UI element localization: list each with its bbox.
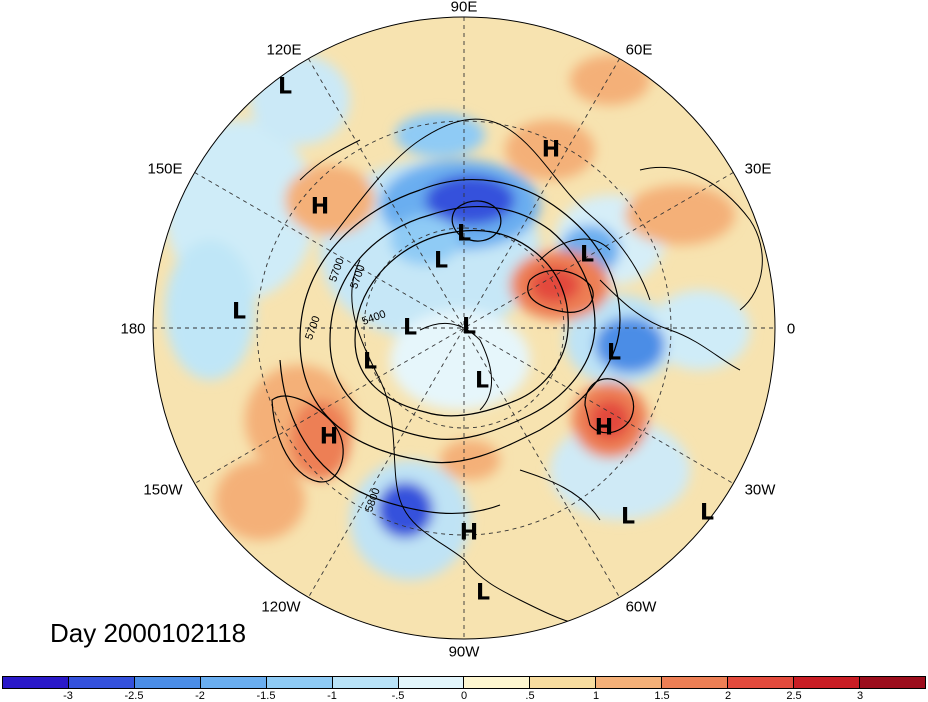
low-pressure-marker: L bbox=[699, 500, 715, 526]
colorbar-tick-label: -.5 bbox=[391, 690, 405, 702]
colorbar-tick-label: 3 bbox=[856, 690, 864, 702]
map-border bbox=[152, 16, 776, 640]
anomaly-field bbox=[165, 55, 750, 580]
colorbar-tick-label: 1.5 bbox=[654, 690, 670, 702]
low-pressure-marker: L bbox=[456, 221, 472, 247]
high-pressure-marker: H bbox=[459, 520, 479, 546]
lon-label-90e: 90E bbox=[450, 0, 478, 16]
low-pressure-marker: L bbox=[579, 242, 595, 268]
high-pressure-marker: H bbox=[310, 194, 330, 220]
lon-label-90w: 90W bbox=[448, 643, 480, 661]
lon-label-180: 180 bbox=[120, 320, 146, 338]
lon-label-150w: 150W bbox=[143, 481, 183, 499]
colorbar-box bbox=[398, 677, 465, 688]
colorbar-tick-label: -1.5 bbox=[256, 690, 276, 702]
colorbar-box bbox=[859, 677, 925, 688]
low-pressure-marker: L bbox=[606, 340, 622, 366]
colorbar-box bbox=[200, 677, 267, 688]
high-pressure-marker: H bbox=[541, 137, 561, 163]
high-pressure-marker: H bbox=[594, 415, 614, 441]
low-pressure-marker: L bbox=[433, 248, 449, 274]
colorbar-tick-label: .5 bbox=[525, 690, 535, 702]
colorbar-box bbox=[464, 677, 531, 688]
colorbar-box bbox=[530, 677, 597, 688]
colorbar-tick-label: 2.5 bbox=[786, 690, 802, 702]
low-pressure-marker: L bbox=[475, 580, 491, 606]
colorbar bbox=[2, 676, 926, 689]
colorbar-box bbox=[68, 677, 135, 688]
colorbar-tick-label: -3 bbox=[63, 690, 73, 702]
high-pressure-marker: H bbox=[319, 424, 339, 450]
colorbar-box bbox=[3, 677, 69, 688]
colorbar-tick-label: -2 bbox=[195, 690, 205, 702]
low-pressure-marker: L bbox=[474, 368, 490, 394]
colorbar-box bbox=[794, 677, 860, 688]
low-pressure-marker: L bbox=[461, 314, 477, 340]
colorbar-tick-label: -2.5 bbox=[124, 690, 144, 702]
height-contours bbox=[271, 179, 635, 515]
lon-label-60w: 60W bbox=[625, 598, 657, 616]
lon-label-30w: 30W bbox=[744, 481, 776, 499]
low-pressure-marker: L bbox=[402, 315, 418, 341]
colorbar-box bbox=[332, 677, 399, 688]
low-pressure-marker: L bbox=[362, 349, 378, 375]
graticule bbox=[153, 17, 775, 639]
colorbar-tick-label: 0 bbox=[460, 690, 468, 702]
lon-label-0: 0 bbox=[786, 320, 796, 338]
map-date-title: Day 2000102118 bbox=[50, 618, 247, 648]
colorbar-tick-label: 2 bbox=[724, 690, 732, 702]
colorbar-box bbox=[728, 677, 795, 688]
colorbar-box bbox=[266, 677, 333, 688]
lon-label-30e: 30E bbox=[744, 160, 772, 178]
lon-label-60e: 60E bbox=[625, 41, 653, 59]
low-pressure-marker: L bbox=[620, 504, 636, 530]
low-pressure-marker: L bbox=[231, 299, 247, 325]
colorbar-tick-label: -1 bbox=[327, 690, 337, 702]
colorbar-box bbox=[596, 677, 663, 688]
lon-label-120e: 120E bbox=[266, 41, 302, 59]
coastlines bbox=[299, 118, 763, 626]
lon-label-120w: 120W bbox=[261, 598, 301, 616]
low-pressure-marker: L bbox=[277, 74, 293, 100]
colorbar-box bbox=[662, 677, 729, 688]
lon-label-150e: 150E bbox=[147, 160, 183, 178]
colorbar-tick-label: 1 bbox=[592, 690, 600, 702]
colorbar-box bbox=[134, 677, 201, 688]
